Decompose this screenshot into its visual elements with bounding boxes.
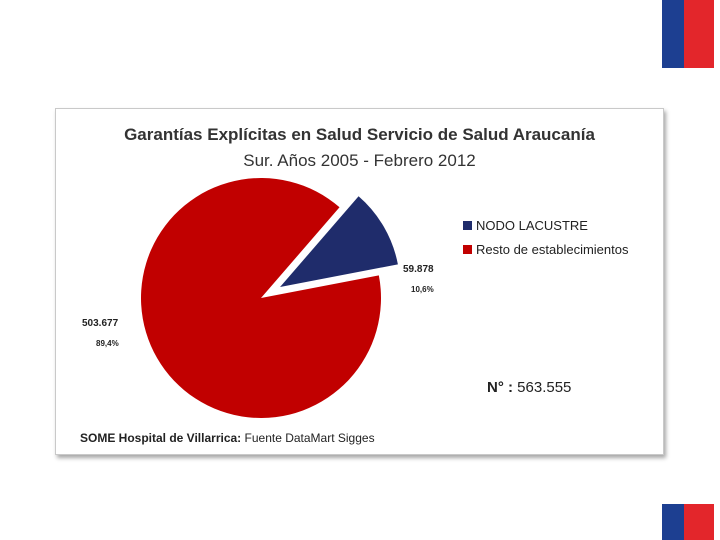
legend-swatch — [463, 244, 472, 254]
chart-card: Garantías Explícitas en Salud Servicio d… — [55, 108, 664, 455]
flag-emblem-bottom — [662, 504, 714, 540]
total-label: N° : — [487, 379, 513, 396]
legend-label: Resto de establecimientos — [476, 241, 629, 257]
legend-swatch — [463, 220, 472, 230]
total-count: N° : 563.555 — [487, 379, 571, 396]
chart-subtitle: Sur. Años 2005 - Febrero 2012 — [243, 151, 476, 170]
legend-item-nodo-lacustre: NODO LACUSTRE — [463, 213, 628, 237]
data-label-value-nodo: 59.878 — [403, 264, 434, 275]
legend-label: NODO LACUSTRE — [476, 217, 588, 233]
source-bold: SOME Hospital de Villarrica: — [80, 431, 242, 445]
pie-chart — [141, 178, 398, 418]
chart-title: Garantías Explícitas en Salud Servicio d… — [124, 125, 595, 144]
total-value: 563.555 — [517, 379, 572, 396]
source-text: Fuente DataMart Sigges — [244, 431, 375, 445]
data-label-value-resto: 503.677 — [82, 318, 119, 329]
source-note: SOME Hospital de Villarrica: Fuente Data… — [80, 431, 375, 445]
legend-item-resto: Resto de establecimientos — [463, 237, 628, 261]
legend: NODO LACUSTRE Resto de establecimientos — [463, 213, 628, 261]
pie-slice-resto — [141, 178, 381, 418]
pie-slice-nodo-lacustre — [280, 196, 398, 287]
flag-emblem-top — [662, 0, 714, 68]
data-label-percent-resto: 89,4% — [96, 339, 119, 348]
data-label-percent-nodo: 10,6% — [411, 285, 434, 294]
